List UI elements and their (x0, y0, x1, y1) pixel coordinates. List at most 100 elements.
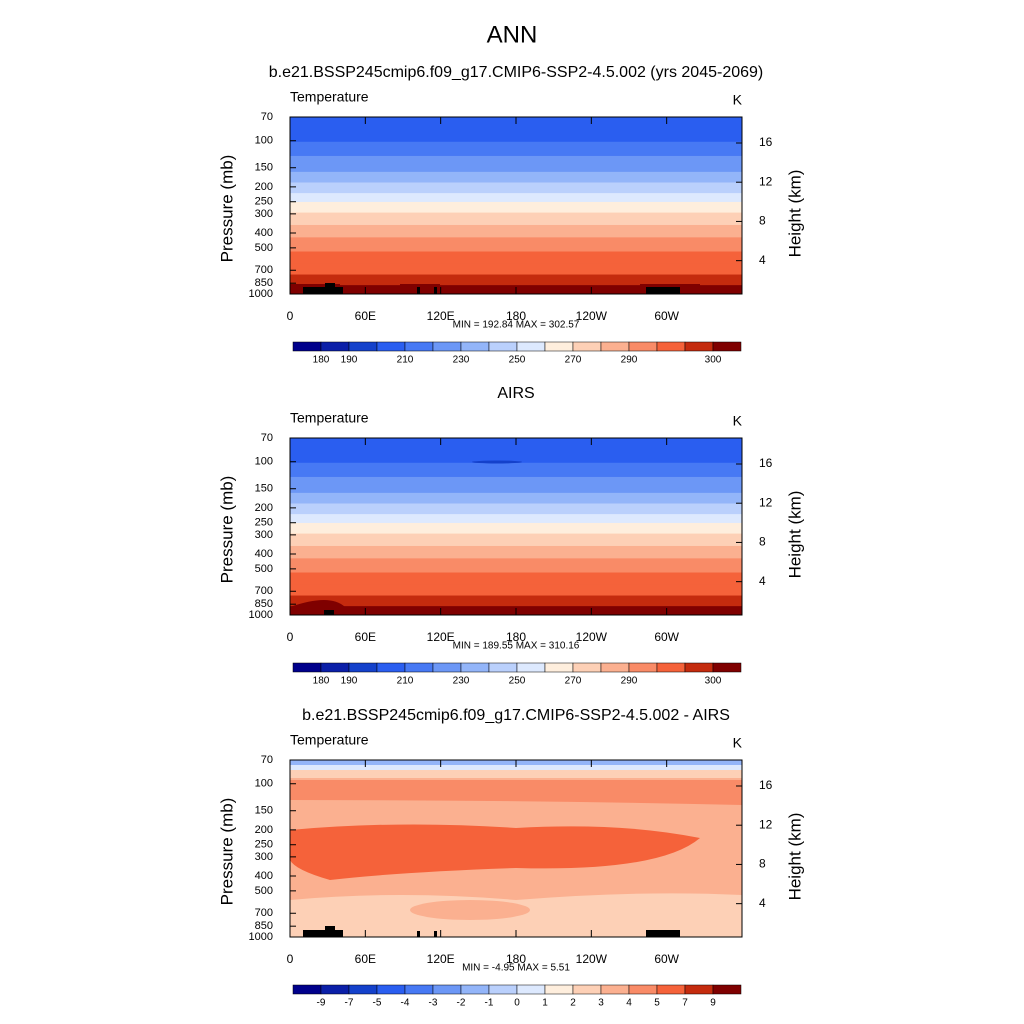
contour-region (410, 900, 530, 920)
colorbar-box (404, 341, 434, 352)
y-tick-label: 850 (255, 920, 273, 932)
colorbar-box (684, 984, 714, 995)
x-tick-label: 0 (287, 952, 294, 966)
colorbar-label: -7 (345, 998, 354, 1009)
x-tick-label: 60E (355, 952, 376, 966)
left-string: Temperature (290, 410, 369, 426)
topography (417, 287, 420, 294)
y-axis-label: Pressure (mb) (217, 155, 236, 263)
contour-band (290, 514, 742, 524)
colorbar-box (600, 341, 630, 352)
contour-band (290, 193, 742, 203)
x-tick-label: 120W (576, 952, 608, 966)
colorbar-box (656, 984, 686, 995)
contour-band (290, 595, 742, 607)
y2-tick-label: 16 (759, 135, 773, 149)
y-tick-label: 100 (255, 135, 273, 147)
colorbar-label: -1 (485, 998, 494, 1009)
colorbar-box (572, 984, 602, 995)
topography (646, 930, 680, 937)
colorbar-box (348, 341, 378, 352)
y-tick-label: 70 (261, 111, 273, 123)
y2-tick-label: 8 (759, 214, 766, 228)
contour-band (290, 462, 742, 478)
y-tick-label: 1000 (249, 609, 273, 621)
y2-tick-label: 8 (759, 857, 766, 871)
contour-band (290, 212, 742, 226)
contour-band (290, 492, 742, 504)
contour-band (290, 584, 742, 597)
colorbar-box (404, 662, 434, 673)
y-tick-label: 500 (255, 563, 273, 575)
colorbar-label: 7 (682, 998, 688, 1009)
colorbar-box (516, 984, 546, 995)
colorbar-box (320, 984, 350, 995)
y-tick-label: 200 (255, 181, 273, 193)
y2-tick-label: 12 (759, 495, 773, 509)
colorbar-label: 290 (621, 676, 638, 687)
colorbar-box (516, 662, 546, 673)
y-tick-label: 700 (255, 907, 273, 919)
colorbar-label: 270 (565, 355, 582, 366)
topography (646, 287, 680, 294)
colorbar-box (572, 341, 602, 352)
panel: b.e21.BSSP245cmip6.f09_g17.CMIP6-SSP2-4.… (217, 64, 804, 365)
panel: AIRS Temperature K Pressure (mb) Height (km)… (217, 385, 804, 686)
x-tick-label: 60W (654, 309, 679, 323)
contour-band (290, 251, 742, 265)
colorbar-box (656, 341, 686, 352)
contour-band (290, 503, 742, 515)
stats: MIN = 192.84 MAX = 302.57 (453, 320, 580, 331)
colorbar-box (432, 662, 462, 673)
colorbar-label: 5 (654, 998, 660, 1009)
colorbar-label: -2 (457, 998, 466, 1009)
colorbar-box (320, 341, 350, 352)
colorbar-box (488, 662, 518, 673)
colorbar-label: 250 (509, 355, 526, 366)
colorbar-label: 0 (514, 998, 520, 1009)
y2-tick-label: 4 (759, 253, 766, 267)
y2-tick-label: 4 (759, 896, 766, 910)
colorbar-box (376, 662, 406, 673)
contour-band (290, 522, 742, 535)
y-tick-label: 70 (261, 432, 273, 444)
topography (417, 931, 420, 937)
contour-band (290, 558, 742, 574)
colorbar-label: -4 (401, 998, 410, 1009)
contour-region (472, 460, 522, 464)
y-axis-label: Pressure (mb) (217, 476, 236, 584)
stats: MIN = -4.95 MAX = 5.51 (462, 963, 570, 974)
y-tick-label: 70 (261, 754, 273, 766)
y2-axis-label: Height (km) (785, 170, 804, 258)
colorbar-label: 180 (313, 355, 330, 366)
topography (325, 283, 335, 294)
colorbar-box (488, 984, 518, 995)
contour-band (290, 224, 742, 238)
x-tick-label: 60E (355, 630, 376, 644)
left-string: Temperature (290, 732, 369, 748)
colorbar-box (292, 341, 322, 352)
y-tick-label: 100 (255, 456, 273, 468)
x-tick-label: 120E (427, 952, 455, 966)
x-tick-label: 60W (654, 630, 679, 644)
colorbar-box (432, 341, 462, 352)
colorbar-box (488, 341, 518, 352)
colorbar-label: 2 (570, 998, 576, 1009)
topography (303, 287, 343, 294)
y-tick-label: 250 (255, 196, 273, 208)
contour-region (290, 780, 742, 805)
contour-region (290, 600, 742, 615)
right-string: K (733, 735, 743, 751)
field (290, 760, 742, 937)
panel-title: b.e21.BSSP245cmip6.f09_g17.CMIP6-SSP2-4.… (302, 707, 730, 724)
topography (324, 610, 334, 615)
colorbar-label: -9 (317, 998, 326, 1009)
colorbar-label: 190 (341, 676, 358, 687)
y2-tick-label: 12 (759, 817, 773, 831)
x-tick-label: 180 (506, 952, 526, 966)
right-string: K (733, 92, 743, 108)
y-axis-label: Pressure (mb) (217, 798, 236, 906)
x-tick-label: 180 (506, 309, 526, 323)
colorbar-box (600, 662, 630, 673)
